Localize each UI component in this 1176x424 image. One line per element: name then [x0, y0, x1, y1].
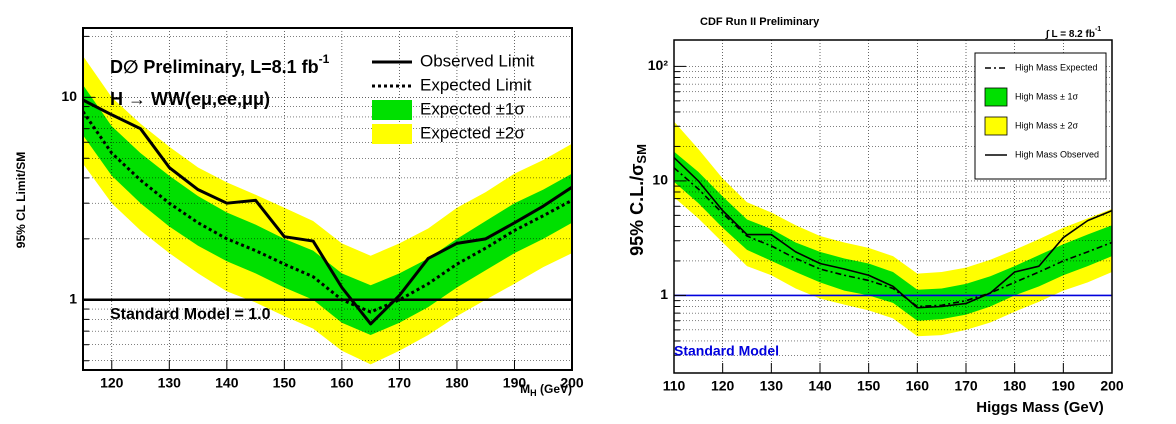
plot-frame	[82, 27, 573, 371]
line-series	[674, 167, 1112, 308]
x-tick-label: 150	[857, 378, 881, 394]
x-tick-label: 130	[760, 378, 784, 394]
luminosity-label: ∫ L = 8.2 fb-1	[1045, 26, 1101, 40]
x-tick-label: 170	[388, 375, 412, 391]
legend-label: Observed Limit	[420, 51, 535, 70]
line-series	[83, 98, 572, 326]
x-tick-label: 190	[503, 375, 527, 391]
y-tick-label: 1	[660, 286, 668, 302]
error-band	[83, 85, 572, 336]
legend-label: High Mass Observed	[1015, 149, 1099, 159]
x-tick-label: 140	[215, 375, 239, 391]
y-tick-label: 10²	[648, 57, 669, 73]
legend-label: Expected ±2σ	[420, 123, 525, 142]
x-tick-label: 110	[663, 378, 686, 394]
plot-content	[674, 40, 1112, 373]
error-band	[674, 151, 1112, 321]
legend-swatch	[984, 87, 1008, 107]
y-tick-label: 10	[652, 172, 668, 188]
x-tick-label: 170	[954, 378, 978, 394]
x-tick-label: 120	[100, 375, 124, 391]
y-tick-label: 10	[61, 88, 77, 104]
x-tick-label: 160	[906, 378, 930, 394]
x-tick-label: 140	[808, 378, 832, 394]
x-tick-label: 190	[1052, 378, 1076, 394]
y-axis-label: 95% CL Limit/SM	[14, 152, 28, 248]
reference-label: Standard Model = 1.0	[110, 306, 271, 323]
reference-label: Standard Model	[674, 343, 779, 359]
x-tick-label: 180	[445, 375, 469, 391]
chart-title: CDF Run II Preliminary	[700, 16, 820, 28]
legend-swatch	[372, 124, 412, 144]
legend-label: High Mass ± 2σ	[1015, 120, 1078, 130]
line-series	[674, 156, 1112, 309]
legend-label: Expected ±1σ	[420, 99, 525, 118]
y-axis-label: 95% C.L./σSM	[627, 144, 650, 256]
legend-label: High Mass Expected	[1015, 62, 1098, 72]
line-series	[83, 110, 572, 314]
plot-content	[83, 28, 572, 370]
chart-subtitle: H → WW(eμ,ee,μμ)	[110, 89, 270, 109]
y-tick-label: 1	[69, 290, 77, 306]
legend-swatch	[984, 116, 1008, 136]
legend-swatch	[372, 100, 412, 120]
x-tick-label: 120	[711, 378, 735, 394]
chart-title: D∅ Preliminary, L=8.1 fb-1	[110, 52, 330, 77]
x-axis-label: MH (GeV)	[520, 382, 572, 398]
x-tick-label: 160	[330, 375, 354, 391]
x-tick-label: 150	[273, 375, 297, 391]
legend-box	[974, 52, 1107, 180]
x-tick-label: 200	[560, 375, 584, 391]
legend-label: High Mass ± 1σ	[1015, 91, 1078, 101]
chart-panel: 120 130 140 150 160 170 180 190 200 1 10 Observed L…	[14, 27, 584, 398]
x-tick-label: 200	[1100, 378, 1124, 394]
x-axis-label: Higgs Mass (GeV)	[976, 399, 1104, 416]
x-tick-label: 180	[1003, 378, 1027, 394]
legend-label: Expected Limit	[420, 75, 532, 94]
x-tick-label: 130	[158, 375, 182, 391]
